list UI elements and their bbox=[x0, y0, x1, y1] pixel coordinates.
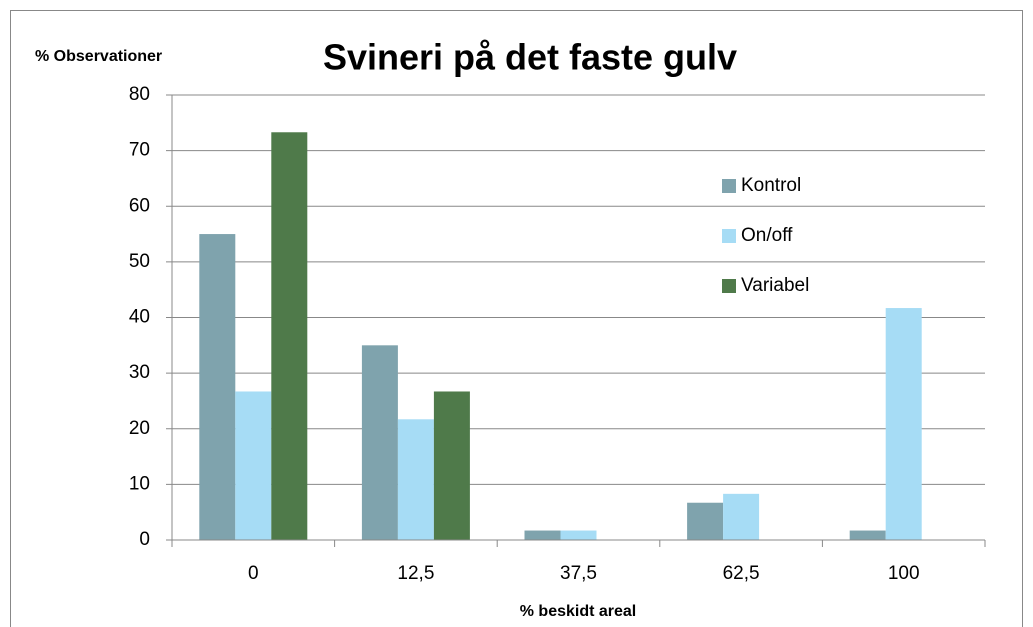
legend-swatch bbox=[722, 229, 736, 243]
bar bbox=[687, 502, 724, 540]
y-tick-label: 30 bbox=[129, 362, 150, 383]
chart-frame bbox=[10, 10, 1023, 627]
bar bbox=[199, 234, 236, 540]
legend-label: On/off bbox=[741, 225, 793, 246]
y-tick-label: 70 bbox=[129, 140, 150, 161]
y-tick-label: 60 bbox=[129, 195, 150, 216]
bar bbox=[235, 391, 272, 540]
y-tick-label: 0 bbox=[139, 529, 150, 550]
bar bbox=[397, 419, 434, 540]
y-tick-label: 40 bbox=[129, 307, 150, 328]
x-tick-label: 62,5 bbox=[723, 563, 760, 584]
legend-label: Variabel bbox=[741, 275, 809, 296]
bar bbox=[885, 308, 922, 540]
x-tick-label: 0 bbox=[248, 563, 259, 584]
legend-swatch bbox=[722, 179, 736, 193]
legend-swatch bbox=[722, 279, 736, 293]
x-tick-label: 12,5 bbox=[397, 563, 434, 584]
y-tick-label: 10 bbox=[129, 473, 150, 494]
y-tick-label: 80 bbox=[129, 84, 150, 105]
bar bbox=[271, 132, 308, 541]
x-tick-label: 37,5 bbox=[560, 563, 597, 584]
legend-label: Kontrol bbox=[741, 175, 801, 196]
bar bbox=[723, 493, 760, 540]
bar bbox=[524, 530, 561, 540]
y-axis-label: % Observationer bbox=[35, 48, 162, 65]
bar bbox=[361, 345, 398, 540]
bar bbox=[560, 530, 597, 540]
x-axis-label: % beskidt areal bbox=[520, 603, 637, 620]
chart-title: Svineri på det faste gulv bbox=[323, 37, 737, 78]
y-tick-label: 20 bbox=[129, 418, 150, 439]
x-tick-label: 100 bbox=[888, 563, 920, 584]
bar bbox=[433, 391, 470, 540]
bar bbox=[849, 530, 886, 540]
y-tick-label: 50 bbox=[129, 251, 150, 272]
